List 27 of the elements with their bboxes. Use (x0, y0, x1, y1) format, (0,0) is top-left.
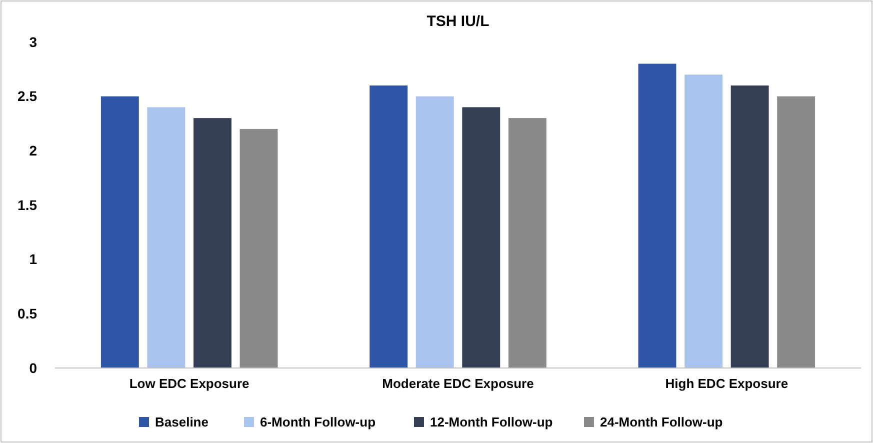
x-tick-label: High EDC Exposure (665, 376, 788, 391)
bar (508, 118, 546, 368)
y-tick-label: 1.5 (18, 196, 38, 213)
y-tick-label: 2 (29, 142, 38, 159)
legend-label: Baseline (155, 414, 208, 430)
bar (100, 96, 139, 368)
y-tick-label: 0 (29, 360, 38, 376)
chart-title: TSH IU/L (426, 13, 490, 30)
bar (194, 118, 232, 368)
y-tick-label: 0.5 (18, 306, 38, 322)
bar (730, 85, 769, 368)
legend-label: 6-Month Follow-up (260, 414, 376, 430)
bar (147, 107, 186, 368)
bar (684, 74, 722, 368)
y-tick-label: 2.5 (18, 88, 38, 104)
bar (370, 85, 408, 368)
y-tick-label: 1 (29, 251, 38, 268)
bar (416, 96, 454, 368)
x-tick-label: Moderate EDC Exposure (382, 376, 534, 391)
bar (777, 96, 816, 368)
legend-label: 24-Month Follow-up (600, 414, 723, 430)
x-tick-label: Low EDC Exposure (129, 376, 250, 391)
bar (240, 128, 278, 368)
bar (462, 107, 500, 368)
legend-label: 12-Month Follow-up (430, 414, 553, 430)
y-tick-label: 3 (29, 34, 38, 50)
bar (638, 64, 676, 368)
